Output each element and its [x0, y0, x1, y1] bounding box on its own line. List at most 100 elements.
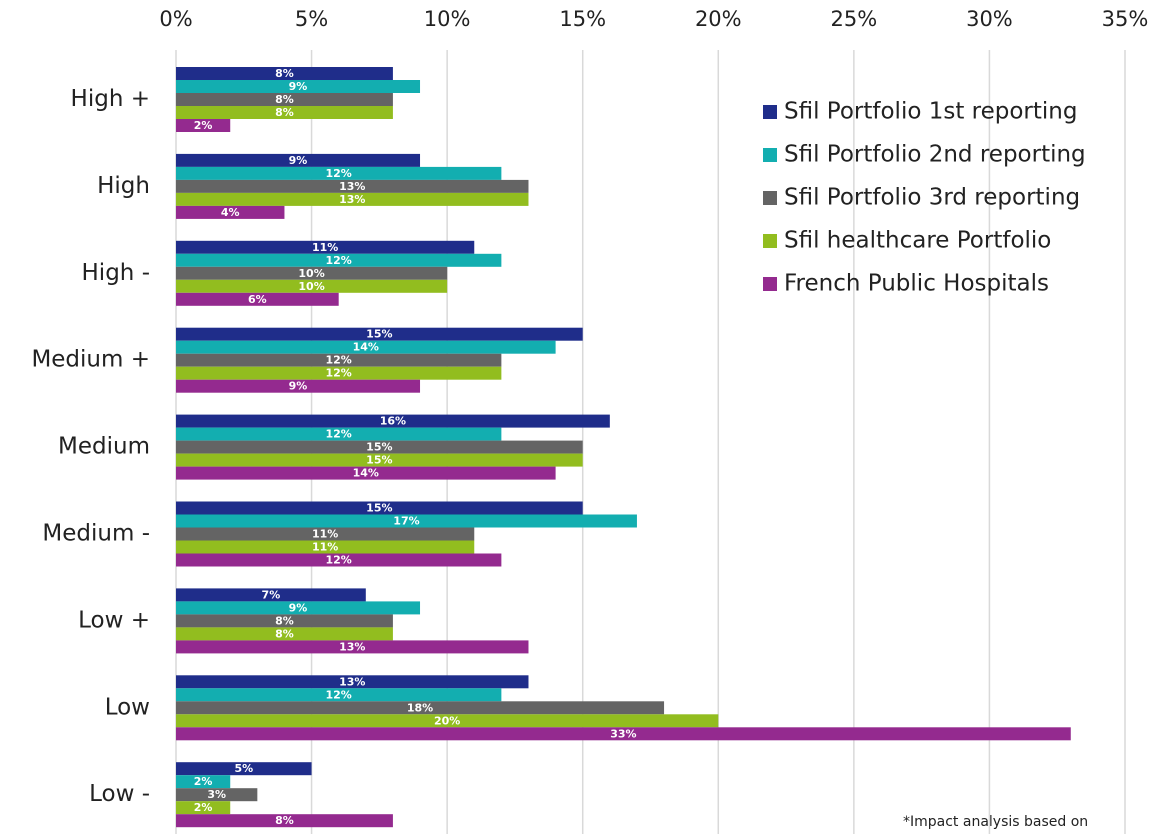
data-label: 9%	[289, 601, 308, 614]
bar	[176, 440, 583, 454]
data-label: 9%	[289, 380, 308, 393]
bar	[176, 614, 393, 628]
bar	[176, 192, 529, 206]
bar	[176, 553, 502, 567]
legend-label: Sfil healthcare Portfolio	[784, 228, 1051, 254]
data-label: 11%	[312, 541, 338, 554]
data-label: 9%	[289, 80, 308, 93]
data-label: 12%	[326, 554, 352, 567]
category-label: Low	[105, 694, 150, 720]
legend-swatch	[763, 191, 777, 205]
data-label: 15%	[366, 502, 392, 515]
category-label: Medium	[58, 434, 150, 460]
bar	[176, 153, 421, 167]
category-label: Medium -	[42, 521, 150, 547]
data-label: 14%	[353, 467, 379, 480]
bar	[176, 701, 665, 715]
bar	[176, 240, 475, 254]
legend-label: Sfil Portfolio 2nd reporting	[784, 142, 1086, 168]
x-tick-label: 15%	[559, 7, 606, 31]
legend-swatch	[763, 234, 777, 248]
data-label: 2%	[194, 775, 213, 788]
data-label: 11%	[312, 528, 338, 541]
bar	[176, 527, 475, 541]
bar	[176, 814, 393, 828]
data-label: 11%	[312, 241, 338, 254]
bar	[176, 775, 231, 789]
bar	[176, 106, 393, 119]
bar	[176, 205, 285, 219]
legend-swatch	[763, 105, 777, 119]
data-label: 4%	[221, 206, 240, 219]
bar	[176, 714, 719, 728]
legend-label: French Public Hospitals	[784, 271, 1049, 297]
bar	[176, 414, 610, 428]
bar	[176, 601, 421, 615]
bar	[176, 366, 502, 380]
data-label: 12%	[326, 254, 352, 267]
bar	[176, 253, 502, 267]
bar	[176, 688, 502, 702]
legend-label: Sfil Portfolio 3rd reporting	[784, 185, 1080, 211]
bar	[176, 292, 339, 306]
data-label: 13%	[339, 193, 365, 206]
x-tick-label: 5%	[295, 7, 328, 31]
data-label: 12%	[326, 367, 352, 380]
bar	[176, 453, 583, 467]
data-label: 9%	[289, 154, 308, 167]
data-label: 8%	[275, 67, 294, 80]
category-label: High -	[82, 260, 150, 286]
x-tick-label: 25%	[831, 7, 878, 31]
category-label: Low -	[89, 781, 150, 807]
bar	[176, 501, 583, 515]
data-label: 33%	[610, 727, 636, 740]
x-tick-label: 10%	[424, 7, 471, 31]
data-label: 13%	[339, 675, 365, 688]
bar	[176, 179, 529, 193]
bar	[176, 80, 421, 93]
legend-swatch	[763, 277, 777, 291]
bar	[176, 119, 231, 132]
data-label: 13%	[339, 640, 365, 653]
bar	[176, 514, 637, 528]
data-label: 2%	[194, 119, 213, 132]
bar	[176, 540, 475, 554]
data-label: 16%	[380, 415, 406, 428]
data-label: 3%	[207, 788, 226, 801]
bar	[176, 801, 231, 815]
legend-swatch	[763, 148, 777, 162]
category-label: High +	[71, 86, 150, 112]
data-label: 15%	[366, 441, 392, 454]
data-label: 6%	[248, 293, 267, 306]
data-label: 14%	[353, 341, 379, 354]
bar	[176, 466, 556, 480]
data-label: 8%	[275, 106, 294, 119]
x-tick-label: 35%	[1102, 7, 1149, 31]
bar	[176, 762, 312, 776]
category-label: High	[97, 173, 150, 199]
bar	[176, 353, 502, 367]
data-label: 7%	[262, 588, 281, 601]
bar	[176, 327, 583, 341]
bar	[176, 279, 448, 293]
data-label: 8%	[275, 93, 294, 106]
bar	[176, 340, 556, 354]
data-label: 2%	[194, 801, 213, 814]
bar	[176, 627, 393, 641]
bar	[176, 727, 1071, 741]
bar	[176, 166, 502, 180]
bar	[176, 788, 258, 802]
data-label: 15%	[366, 454, 392, 467]
data-label: 12%	[326, 167, 352, 180]
data-label: 10%	[298, 267, 324, 280]
data-label: 13%	[339, 180, 365, 193]
data-label: 8%	[275, 614, 294, 627]
bar	[176, 266, 448, 280]
data-label: 18%	[407, 701, 433, 714]
data-label: 12%	[326, 688, 352, 701]
category-label: Low +	[78, 607, 150, 633]
data-label: 5%	[234, 762, 253, 775]
data-label: 8%	[275, 627, 294, 640]
bar	[176, 588, 366, 602]
bar	[176, 67, 393, 80]
